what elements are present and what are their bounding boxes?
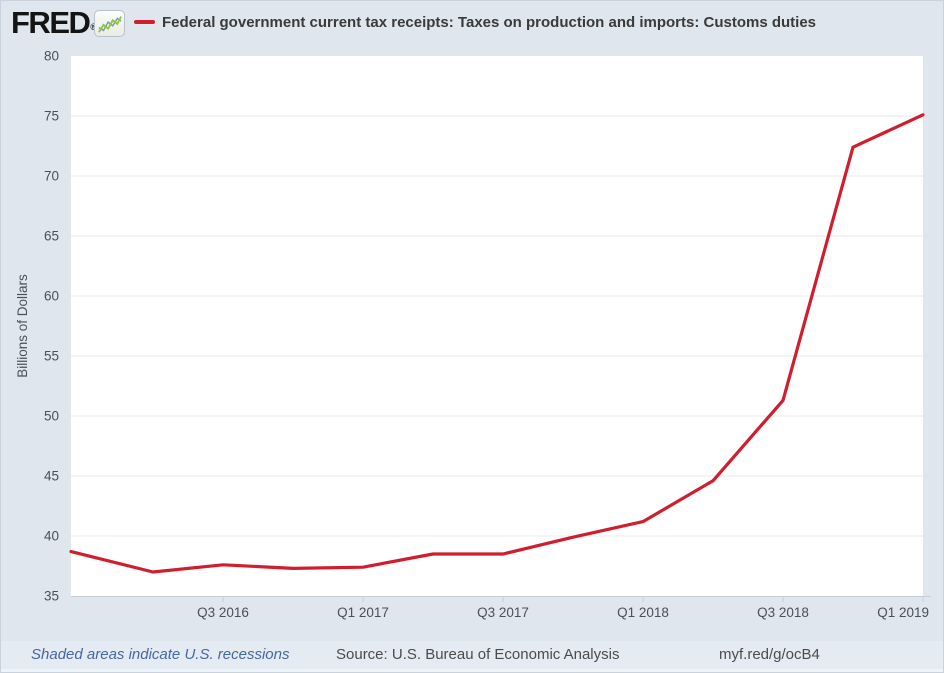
x-tick-label: Q1 2019 [877, 605, 929, 620]
bottom-strip [1, 669, 943, 672]
fred-logo[interactable]: FRED® [11, 5, 98, 40]
short-url-link[interactable]: myf.red/g/ocB4 [719, 646, 820, 663]
series-legend-line-marker [134, 20, 155, 24]
y-tick-label: 75 [44, 109, 59, 124]
y-tick-label: 60 [44, 289, 59, 304]
y-tick-label: 80 [44, 49, 59, 64]
chart-plot-area: 35 40 45 50 55 60 65 70 75 80 Q3 2016 Q1 2017 Q3 201… [15, 49, 931, 620]
x-tick-label: Q1 2017 [337, 605, 389, 620]
y-tick-label: 65 [44, 229, 59, 244]
data-source-label: Source: U.S. Bureau of Economic Analysis [336, 646, 620, 663]
x-tick-label: Q3 2018 [757, 605, 809, 620]
y-tick-label: 70 [44, 169, 59, 184]
y-tick-label: 45 [44, 469, 59, 484]
x-tick-label: Q3 2017 [477, 605, 529, 620]
plot-background [71, 56, 923, 596]
x-tick-label: Q3 2016 [197, 605, 249, 620]
data-line-customs-duties [69, 113, 925, 574]
y-tick-label: 55 [44, 349, 59, 364]
series-title: Federal government current tax receipts:… [162, 14, 817, 31]
chart-footer: Shaded areas indicate U.S. recessions So… [1, 641, 943, 669]
y-tick-label: 40 [44, 529, 59, 544]
registered-trademark: ® [90, 21, 98, 32]
x-tick-label: Q1 2018 [617, 605, 669, 620]
recession-note-link[interactable]: Shaded areas indicate U.S. recessions [31, 646, 290, 663]
fred-logo-chart-icon [94, 10, 125, 37]
y-tick-label: 35 [44, 589, 59, 604]
chart-header: FRED® Federal government current tax rec… [1, 1, 943, 43]
y-tick-label: 50 [44, 409, 59, 424]
y-axis-title: Billions of Dollars [15, 274, 30, 378]
